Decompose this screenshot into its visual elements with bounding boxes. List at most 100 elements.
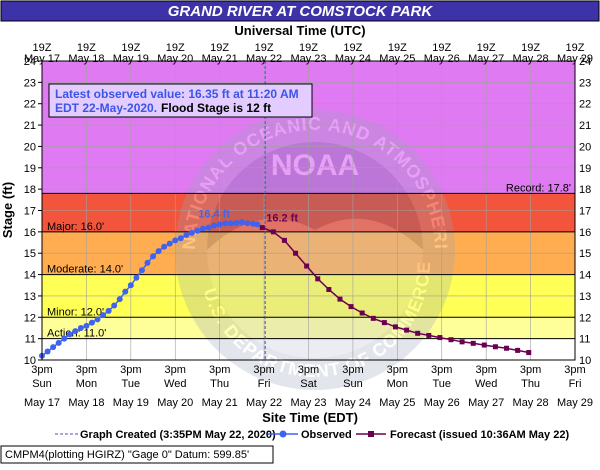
observed-point <box>188 229 195 236</box>
forecast-point <box>315 276 321 282</box>
observed-point <box>227 220 234 227</box>
x-tick-date: May 26 <box>424 397 460 409</box>
top-tick-time: 19Z <box>210 42 229 54</box>
footer-box <box>0 445 274 464</box>
x-tick-day: Wed <box>475 378 497 390</box>
data-label-forecast-peak: 16.2 ft <box>266 213 298 225</box>
top-tick-date: May 17 <box>24 53 60 65</box>
observed-point <box>150 253 157 260</box>
forecast-point <box>326 287 332 293</box>
y-tick-label: 10 <box>24 355 36 367</box>
observed-point <box>211 222 218 229</box>
forecast-point <box>459 339 465 345</box>
observed-point <box>144 259 151 266</box>
top-tick-time: 19Z <box>33 42 52 54</box>
y-tick-label: 20 <box>24 141 36 153</box>
observed-point <box>105 307 112 314</box>
x-tick-date: May 19 <box>113 397 149 409</box>
x-tick-time: 3pm <box>342 364 363 376</box>
x-tick-date: May 29 <box>557 397 593 409</box>
y-tick-label: 17 <box>24 206 36 218</box>
forecast-point <box>293 250 299 256</box>
top-tick-time: 19Z <box>77 42 96 54</box>
top-tick-date: May 26 <box>424 53 460 65</box>
forecast-point <box>481 342 487 348</box>
y-tick-label: 12 <box>24 312 36 324</box>
observed-point <box>183 232 190 239</box>
observed-point <box>216 221 223 228</box>
observed-point <box>122 288 129 295</box>
x-tick-day: Fri <box>258 378 271 390</box>
observed-point <box>66 331 73 338</box>
forecast-point <box>392 324 398 330</box>
top-tick-date: May 27 <box>468 53 504 65</box>
y-tick-label-right: 10 <box>579 355 591 367</box>
observed-point <box>127 282 134 289</box>
x-tick-day: Mon <box>387 378 408 390</box>
forecast-point <box>404 327 410 333</box>
observed-point <box>77 324 84 331</box>
forecast-point <box>504 345 510 351</box>
watermark-inner-disc <box>207 142 423 358</box>
forecast-point <box>259 225 265 231</box>
observed-point <box>100 312 107 319</box>
x-tick-time: 3pm <box>253 364 274 376</box>
y-tick-label-right: 15 <box>579 248 591 260</box>
forecast-point <box>337 296 343 302</box>
top-axis-title: Universal Time (UTC) <box>234 23 365 38</box>
x-tick-time: 3pm <box>209 364 230 376</box>
y-tick-label-right: 19 <box>579 163 591 175</box>
y-tick-label-right: 16 <box>579 227 591 239</box>
x-tick-date: May 17 <box>24 397 60 409</box>
observed-point <box>44 348 51 355</box>
top-tick-time: 19Z <box>521 42 540 54</box>
forecast-point <box>348 304 354 310</box>
chart-axes: 10 10 11 11 12 12 13 13 14 14 15 15 16 16 17 17 18 18 19 19… <box>24 42 593 409</box>
y-tick-label: 23 <box>24 77 36 89</box>
observed-point <box>155 248 162 255</box>
y-tick-label: 14 <box>24 270 36 282</box>
observed-point <box>238 219 245 226</box>
forecast-point <box>526 350 532 356</box>
y-tick-label-right: 18 <box>579 184 591 196</box>
x-axis-title: Site Time (EDT) <box>262 410 358 425</box>
footer-datum: CMPM4(plotting HGIRZ) "Gage 0" Datum: 59… <box>5 449 249 461</box>
legend-forecast-marker <box>368 431 374 437</box>
observed-point <box>133 274 140 281</box>
top-tick-time: 19Z <box>166 42 185 54</box>
observed-point <box>83 322 90 329</box>
x-tick-time: 3pm <box>475 364 496 376</box>
y-tick-label: 15 <box>24 248 36 260</box>
observed-point <box>138 267 145 274</box>
observed-point <box>194 227 201 234</box>
x-tick-time: 3pm <box>76 364 97 376</box>
y-tick-label-right: 17 <box>579 206 591 218</box>
observed-point <box>254 221 261 228</box>
latest-observation-box: Latest observed value: 16.35 ft at 11:20… <box>48 83 313 118</box>
info-line-2: EDT 22-May-2020. Flood Stage is 12 ft <box>55 101 271 115</box>
forecast-point <box>448 337 454 343</box>
x-tick-day: Tue <box>432 378 451 390</box>
top-tick-date: May 29 <box>557 53 593 65</box>
top-tick-time: 19Z <box>255 42 274 54</box>
x-tick-day: Sun <box>343 378 363 390</box>
x-tick-day: Thu <box>210 378 229 390</box>
y-tick-label: 16 <box>24 227 36 239</box>
observed-point <box>172 237 179 244</box>
watermark-bird-shape <box>207 142 423 250</box>
x-tick-day: Thu <box>521 378 540 390</box>
x-tick-date: May 23 <box>290 397 326 409</box>
x-tick-day: Sun <box>32 378 52 390</box>
forecast-point <box>437 335 443 341</box>
top-tick-time: 19Z <box>477 42 496 54</box>
watermark-outer-ring <box>175 110 455 390</box>
observed-point <box>166 240 173 247</box>
observed-point <box>55 339 62 346</box>
y-tick-label-right: 22 <box>579 99 591 111</box>
forecast-point <box>304 263 310 269</box>
x-tick-date: May 21 <box>202 397 238 409</box>
top-tick-date: May 22 <box>246 53 282 65</box>
top-tick-date: May 18 <box>68 53 104 65</box>
forecast-point <box>281 237 287 243</box>
